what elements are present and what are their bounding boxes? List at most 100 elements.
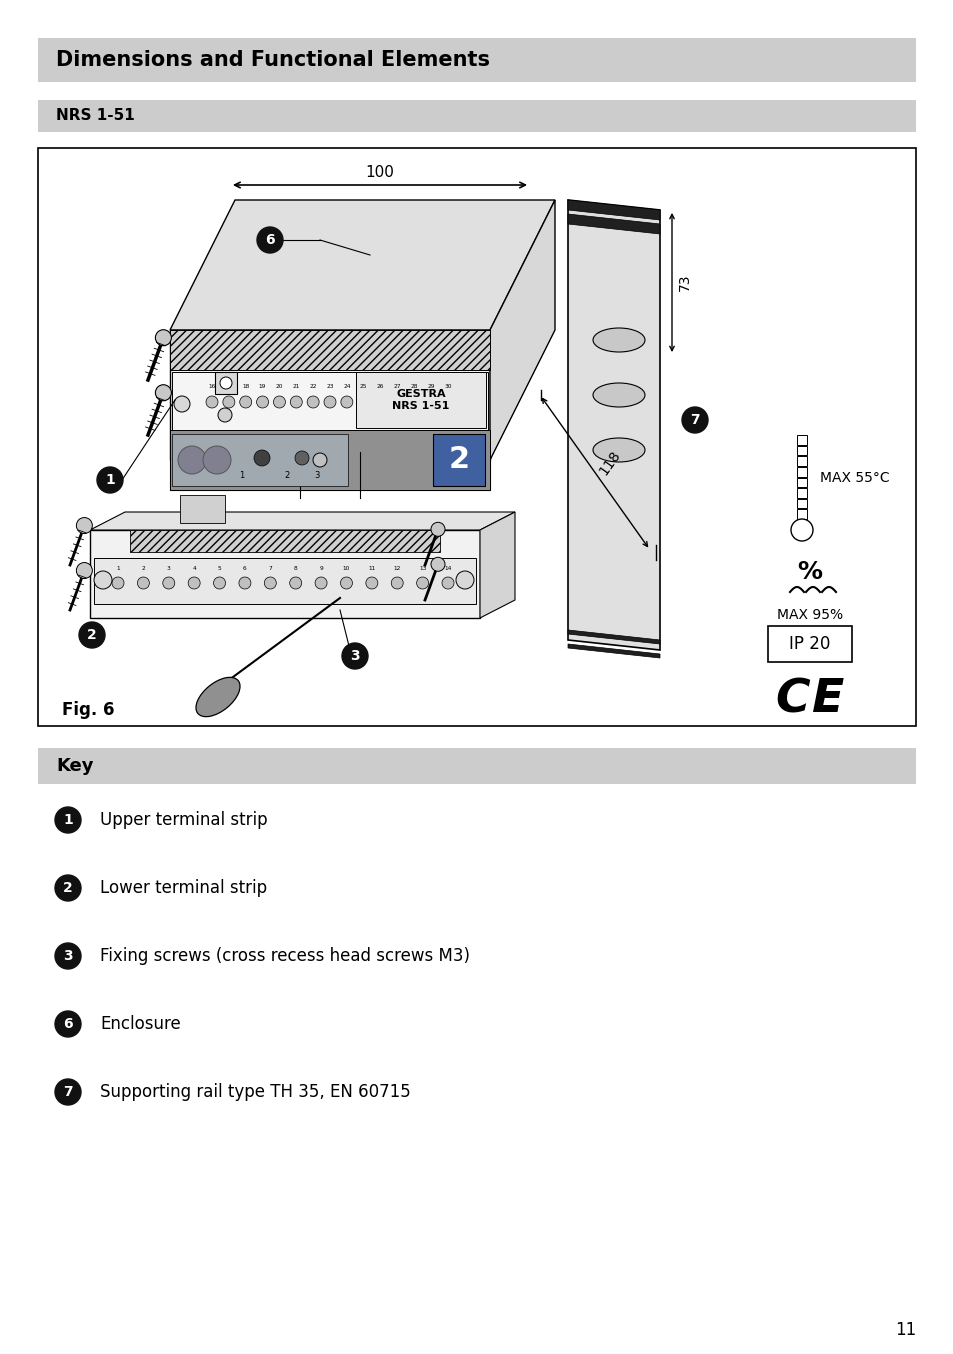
Text: 11: 11: [894, 1322, 915, 1339]
Text: 5: 5: [217, 566, 221, 571]
Circle shape: [178, 445, 206, 474]
Text: Fig. 6: Fig. 6: [62, 701, 114, 719]
Bar: [796, 478, 806, 487]
Text: 1: 1: [116, 566, 120, 571]
Bar: [170, 431, 490, 490]
Bar: [90, 529, 479, 617]
Text: 25: 25: [359, 383, 367, 389]
Bar: [214, 372, 236, 394]
Circle shape: [468, 395, 483, 412]
Text: 26: 26: [376, 383, 384, 389]
Circle shape: [94, 571, 112, 589]
Circle shape: [76, 562, 92, 578]
Text: 10: 10: [342, 566, 350, 571]
Bar: [130, 529, 439, 552]
Circle shape: [155, 385, 172, 401]
Text: NRS 1-51: NRS 1-51: [56, 108, 134, 123]
Text: MAX 55°C: MAX 55°C: [820, 470, 889, 485]
Circle shape: [223, 395, 234, 408]
Polygon shape: [490, 200, 555, 460]
Text: 30: 30: [444, 383, 452, 389]
Text: 118: 118: [596, 448, 622, 478]
Text: 2: 2: [284, 471, 290, 481]
Text: Fixing screws (cross recess head screws M3): Fixing screws (cross recess head screws …: [100, 946, 470, 965]
Bar: [767, 626, 851, 662]
Text: 2: 2: [63, 881, 72, 895]
Text: 6: 6: [63, 1017, 72, 1030]
Bar: [170, 330, 490, 370]
Circle shape: [239, 395, 252, 408]
Text: 73: 73: [678, 274, 691, 291]
Circle shape: [55, 807, 81, 833]
Circle shape: [155, 330, 172, 345]
Circle shape: [441, 395, 454, 408]
Circle shape: [256, 395, 269, 408]
Text: 1: 1: [63, 812, 72, 827]
Circle shape: [391, 577, 403, 589]
Text: 6: 6: [265, 233, 274, 246]
Ellipse shape: [593, 328, 644, 352]
Circle shape: [290, 577, 301, 589]
Circle shape: [253, 450, 270, 466]
Circle shape: [238, 577, 251, 589]
Circle shape: [76, 517, 92, 533]
Circle shape: [256, 227, 283, 253]
Text: Lower terminal strip: Lower terminal strip: [100, 879, 267, 896]
Ellipse shape: [593, 383, 644, 408]
Text: 7: 7: [268, 566, 272, 571]
Circle shape: [441, 577, 454, 589]
Text: 27: 27: [394, 383, 401, 389]
Text: 4: 4: [193, 566, 195, 571]
Circle shape: [188, 577, 200, 589]
Bar: [180, 496, 225, 523]
Circle shape: [220, 376, 232, 389]
Circle shape: [294, 451, 309, 464]
Circle shape: [314, 577, 327, 589]
Circle shape: [274, 395, 285, 408]
Bar: [355, 372, 485, 428]
Circle shape: [790, 519, 812, 542]
Text: 7: 7: [63, 1085, 72, 1099]
Polygon shape: [567, 630, 659, 645]
Circle shape: [431, 558, 444, 571]
Text: 2: 2: [141, 566, 145, 571]
Text: 100: 100: [365, 165, 394, 180]
Bar: [796, 489, 806, 498]
Bar: [172, 372, 488, 431]
Text: 22: 22: [309, 383, 316, 389]
Circle shape: [408, 395, 420, 408]
Text: MAX 95%: MAX 95%: [776, 608, 842, 621]
Ellipse shape: [195, 677, 240, 716]
Polygon shape: [567, 645, 659, 658]
Circle shape: [341, 643, 368, 669]
Text: 11: 11: [368, 566, 375, 571]
Text: 3: 3: [314, 471, 319, 481]
Text: Enclosure: Enclosure: [100, 1016, 180, 1033]
Circle shape: [340, 395, 353, 408]
Circle shape: [313, 454, 327, 467]
Text: E: E: [811, 677, 843, 723]
Text: 23: 23: [326, 383, 334, 389]
Circle shape: [79, 621, 105, 649]
Text: 14: 14: [444, 566, 451, 571]
Circle shape: [55, 1011, 81, 1037]
Text: 19: 19: [258, 383, 266, 389]
Circle shape: [391, 395, 403, 408]
Text: 13: 13: [418, 566, 426, 571]
Text: 8: 8: [294, 566, 297, 571]
Circle shape: [681, 408, 707, 433]
Polygon shape: [479, 512, 515, 617]
Text: Dimensions and Functional Elements: Dimensions and Functional Elements: [56, 50, 490, 70]
Circle shape: [218, 408, 232, 422]
Polygon shape: [567, 214, 659, 234]
Text: IP 20: IP 20: [788, 635, 830, 653]
Text: 6: 6: [243, 566, 247, 571]
Text: 28: 28: [410, 383, 417, 389]
Circle shape: [340, 577, 352, 589]
Text: 3: 3: [63, 949, 72, 963]
Circle shape: [357, 395, 370, 408]
Circle shape: [112, 577, 124, 589]
Text: 2: 2: [87, 628, 97, 642]
Text: 18: 18: [242, 383, 249, 389]
Bar: [38, 100, 915, 131]
